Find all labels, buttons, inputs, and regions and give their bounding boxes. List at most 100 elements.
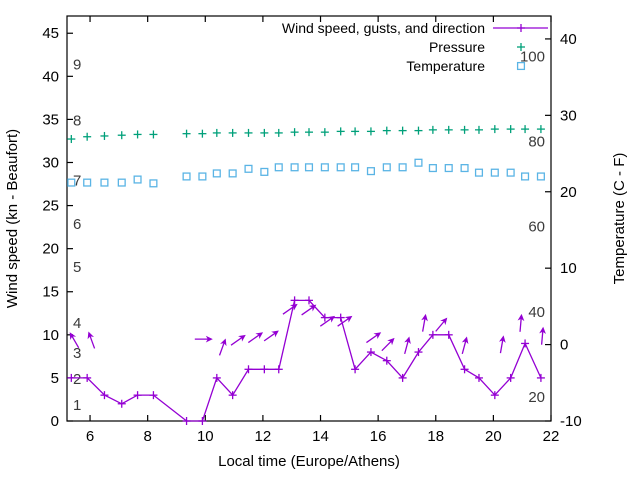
beaufort-label: 7: [73, 173, 81, 190]
wind-direction-arrow: [381, 337, 395, 352]
temperature-point: [506, 168, 515, 177]
wind-direction-arrow: [69, 332, 80, 349]
beaufort-label: 8: [73, 112, 81, 129]
wind-direction-arrow: [247, 332, 264, 344]
wind-direction-arrow: [498, 335, 506, 354]
temperature-point: [428, 164, 437, 173]
temperature-point: [536, 172, 545, 181]
wind-direction-arrow: [218, 338, 227, 356]
x-tick-label: 16: [370, 428, 387, 445]
y-tick-label: 20: [42, 241, 59, 258]
y-tick-label: 5: [51, 370, 59, 387]
wind-direction-arrow: [319, 315, 336, 327]
wind-direction-arrow: [539, 326, 546, 345]
temperature-point: [198, 172, 207, 181]
temperature-point: [274, 163, 283, 172]
legend-label-2: Temperature: [406, 58, 485, 74]
temperature-point: [414, 158, 423, 167]
temperature-point: [444, 164, 453, 173]
temperature-point: [212, 169, 221, 178]
temperature-point: [149, 179, 158, 188]
y2-tick-label: 0: [560, 337, 568, 354]
legend-label-0: Wind speed, gusts, and direction: [282, 20, 485, 36]
beaufort-label: 6: [73, 216, 81, 233]
temperature-point: [244, 164, 253, 173]
y-tick-label: 25: [42, 198, 59, 215]
temperature-point: [398, 163, 407, 172]
beaufort-label: 9: [73, 56, 81, 73]
temperature-point: [260, 167, 269, 176]
wind-direction-arrow: [517, 313, 525, 332]
beaufort-label: 5: [73, 259, 81, 276]
wind-direction-arrow: [301, 304, 317, 316]
fahrenheit-label: 20: [528, 389, 545, 406]
temperature-point: [521, 172, 530, 181]
x-tick-label: 14: [312, 428, 329, 445]
wind-direction-arrow: [194, 335, 213, 343]
y-tick-label: 40: [42, 68, 59, 85]
y2-tick-label: -10: [560, 413, 582, 430]
wind-direction-arrow: [337, 315, 353, 327]
wind-direction-arrow: [87, 331, 96, 349]
temperature-point: [366, 167, 375, 176]
temperature-point: [100, 178, 109, 187]
wind-direction-arrow: [263, 330, 279, 342]
wind-direction-arrow: [461, 336, 469, 355]
y2-tick-label: 10: [560, 260, 577, 277]
temperature-point: [320, 163, 329, 172]
fahrenheit-label: 60: [528, 218, 545, 235]
wind-direction-arrow: [435, 317, 448, 332]
wind-direction-arrow: [421, 313, 428, 332]
temperature-point: [67, 178, 76, 187]
y-tick-label: 0: [51, 413, 59, 430]
temperature-point: [474, 168, 484, 177]
temperature-point: [228, 169, 237, 178]
y2-axis-title: Temperature (C - F): [611, 153, 628, 285]
fahrenheit-label: 100: [520, 49, 545, 66]
x-tick-label: 20: [485, 428, 502, 445]
x-tick-label: 6: [86, 428, 94, 445]
temperature-point: [304, 163, 314, 172]
y-tick-label: 35: [42, 111, 59, 128]
temperature-point: [460, 164, 469, 173]
x-tick-label: 8: [143, 428, 151, 445]
plot-frame: [66, 15, 552, 422]
y2-tick-label: 20: [560, 184, 577, 201]
y2-tick-label: 40: [560, 31, 577, 48]
temperature-point: [290, 163, 299, 172]
beaufort-label: 1: [73, 397, 81, 414]
temperature-point: [117, 178, 126, 187]
beaufort-label: 4: [73, 315, 81, 332]
temperature-point: [336, 163, 345, 172]
wind-direction-arrow: [282, 303, 298, 315]
wind-speed-line: [71, 299, 542, 422]
x-tick-label: 22: [543, 428, 560, 445]
y2-tick-label: 30: [560, 107, 577, 124]
wind-direction-arrow: [230, 334, 246, 346]
beaufort-label: 3: [73, 345, 81, 362]
legend-label-1: Pressure: [429, 39, 485, 55]
legend-marker-temperature: [516, 61, 526, 71]
fahrenheit-label: 80: [528, 134, 545, 151]
y-tick-label: 15: [42, 284, 59, 301]
x-tick-label: 18: [427, 428, 444, 445]
x-tick-label: 10: [197, 428, 214, 445]
x-axis-title: Local time (Europe/Athens): [218, 453, 400, 470]
beaufort-label: 2: [73, 371, 81, 388]
y-tick-label: 10: [42, 327, 59, 344]
y-axis-title: Wind speed (kn - Beaufort): [4, 129, 21, 308]
x-tick-label: 12: [255, 428, 272, 445]
fahrenheit-label: 40: [528, 304, 545, 321]
temperature-point: [382, 163, 391, 172]
temperature-point: [83, 178, 92, 187]
temperature-point: [182, 172, 191, 181]
temperature-point: [351, 163, 360, 172]
y-tick-label: 30: [42, 154, 59, 171]
wind-direction-arrow: [366, 332, 382, 344]
temperature-point: [490, 168, 499, 177]
temperature-point: [133, 175, 142, 184]
y-tick-label: 45: [42, 25, 59, 42]
wind-direction-arrow: [404, 336, 411, 355]
